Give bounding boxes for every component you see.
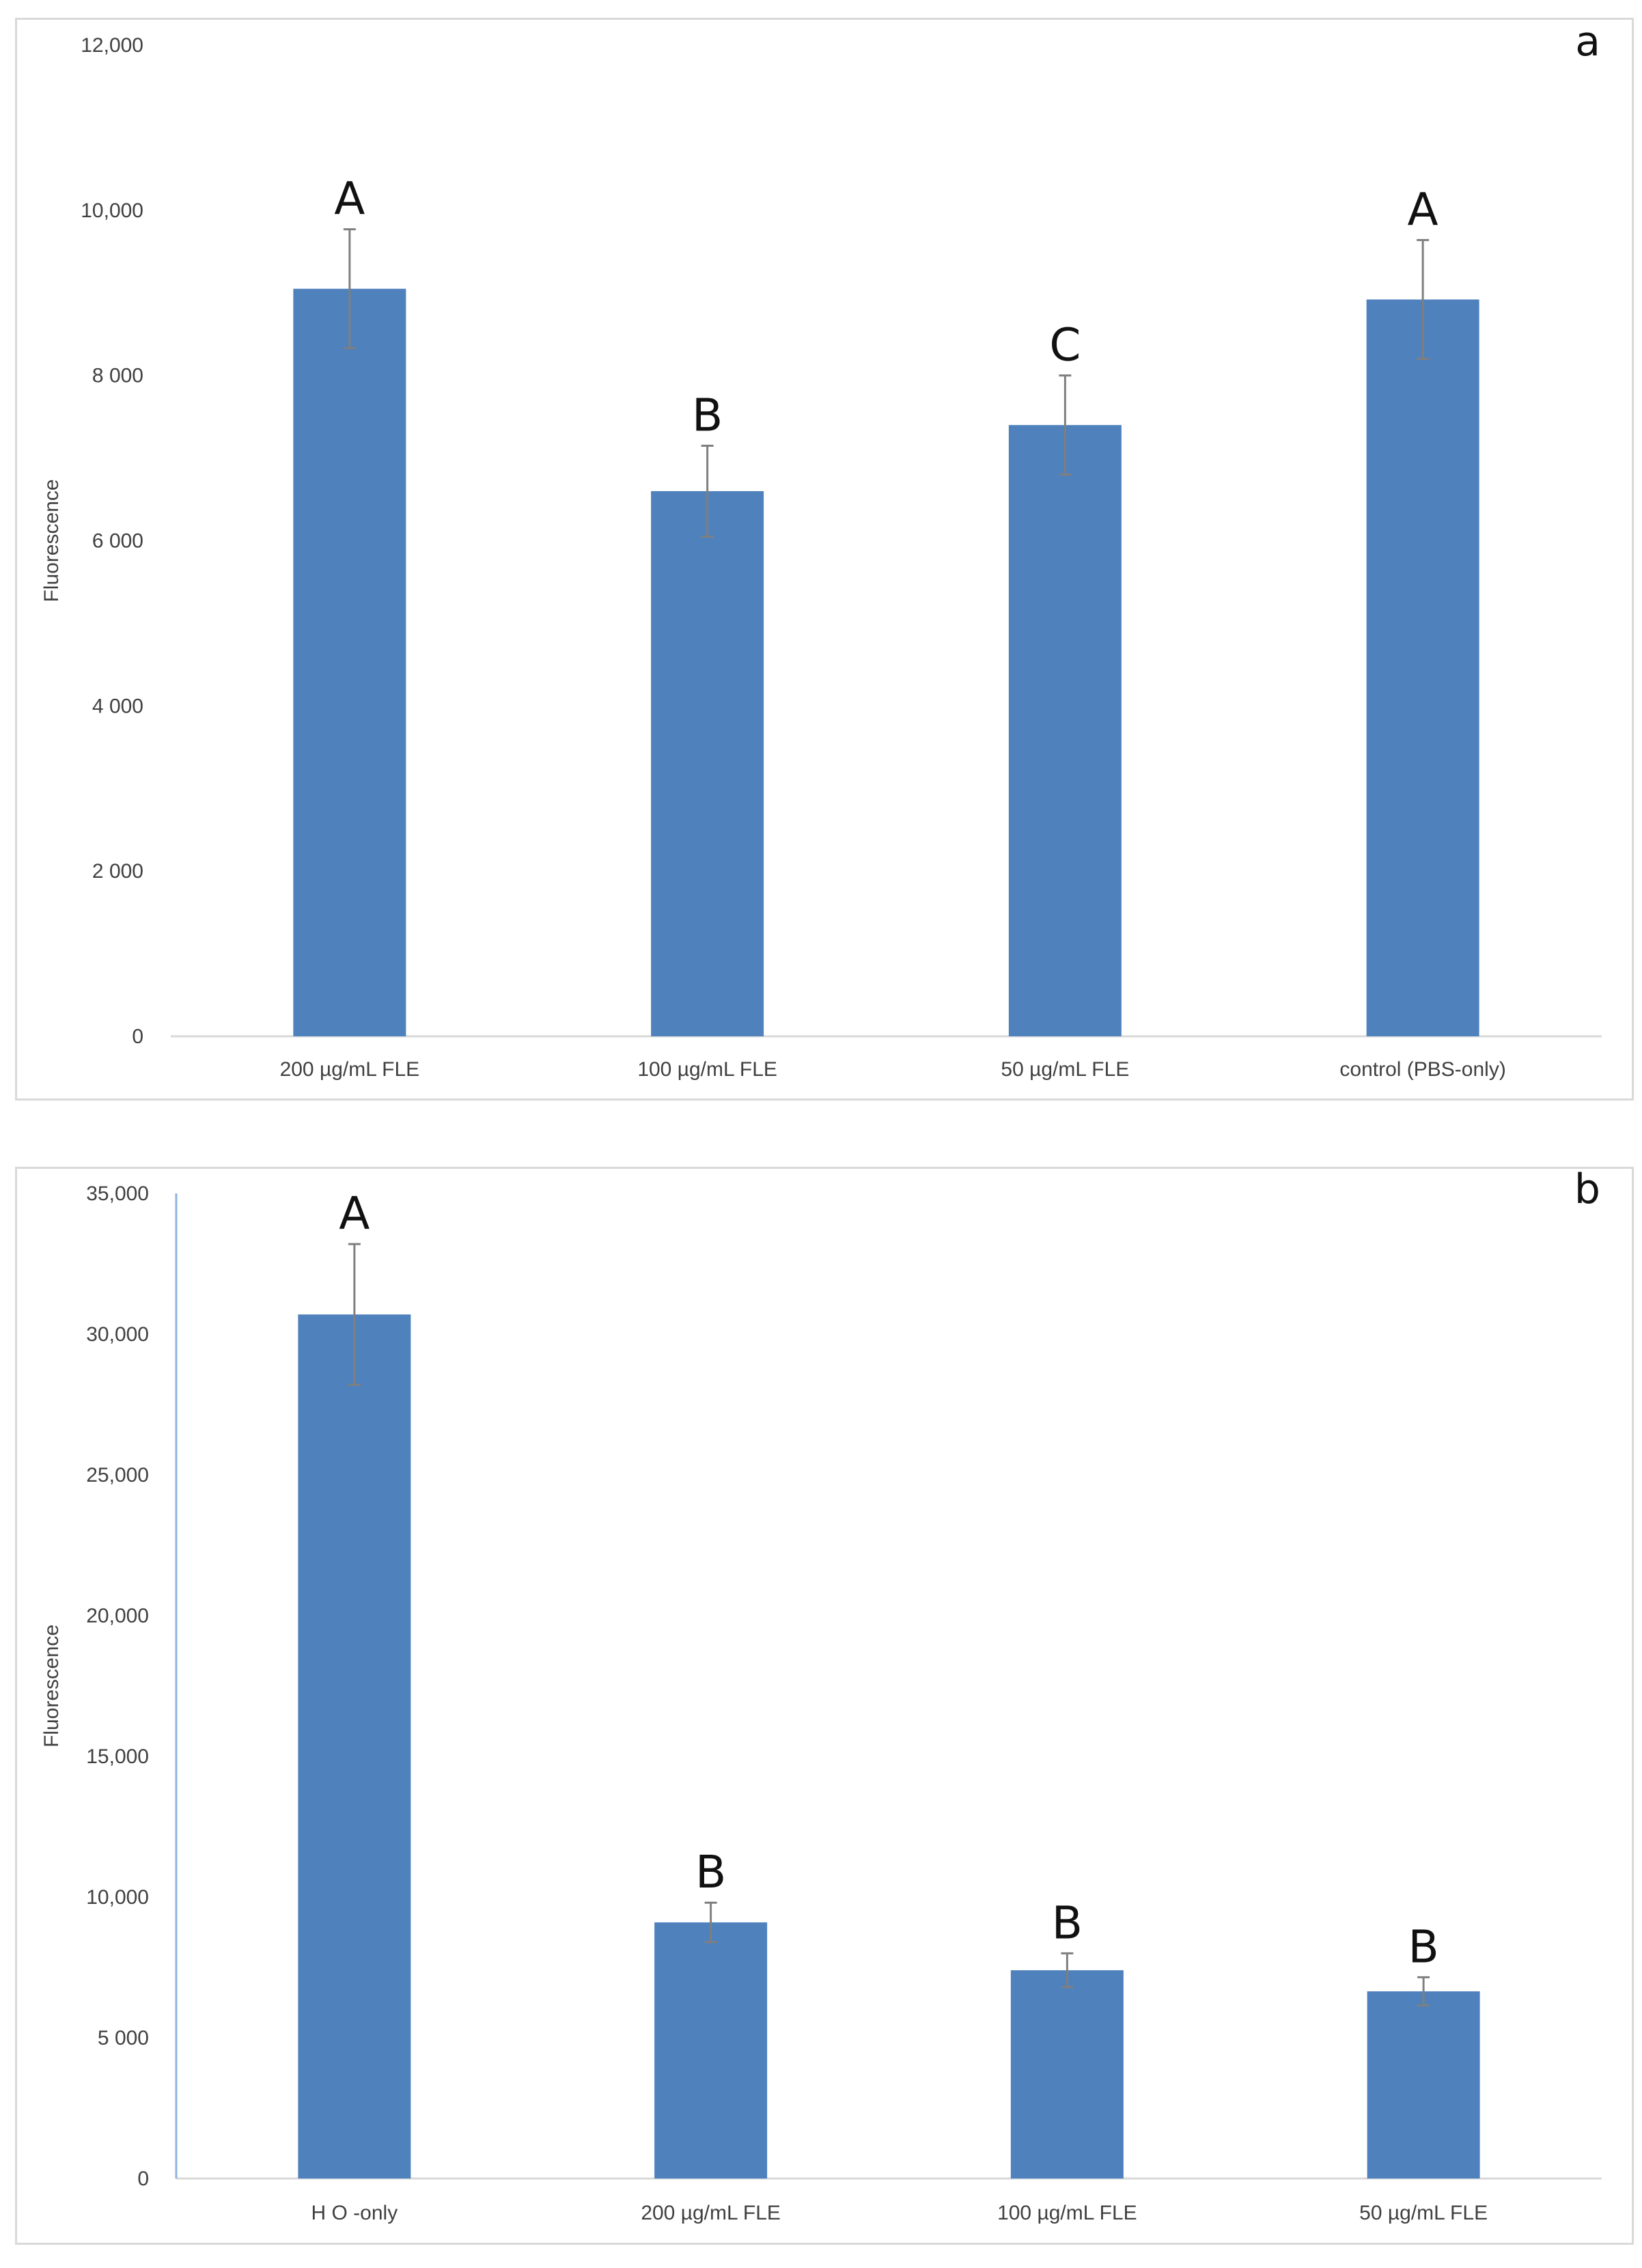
chart-a-bar xyxy=(1008,425,1122,1036)
chart-b-y-tick-label: 15,000 xyxy=(86,1745,149,1768)
chart-b-y-tick-label: 10,000 xyxy=(86,1886,149,1909)
chart-b-error-bar xyxy=(1417,1976,1430,2007)
chart-a-bar xyxy=(1366,299,1479,1036)
chart-a-significance-label: A xyxy=(334,173,365,225)
chart-a-category-label: control (PBS-only) xyxy=(1339,1058,1505,1081)
chart-a-y-tick-label: 12,000 xyxy=(81,34,143,57)
chart-a-svg: 0 2 000 4 000 6 000 8 000 10,000 12,000 Fluores… xyxy=(40,20,1602,1081)
chart-b-y-tick-label: 35,000 xyxy=(86,1183,149,1205)
chart-b-category-label: 100 µg/mL FLE xyxy=(997,2202,1137,2224)
chart-b-significance-label: B xyxy=(1052,1896,1083,1949)
chart-a-y-tick-label: 6 000 xyxy=(92,530,143,553)
chart-a-error-bar xyxy=(343,228,356,350)
chart-b-bar xyxy=(654,1922,768,2179)
chart-b-category-label: H O -only xyxy=(311,2202,398,2224)
chart-a-category-label: 200 µg/mL FLE xyxy=(280,1058,420,1081)
chart-a-error-bar xyxy=(701,444,714,538)
chart-a-bar xyxy=(651,490,764,1036)
chart-b-significance-label: A xyxy=(339,1187,370,1240)
chart-a-significance-label: C xyxy=(1049,319,1081,372)
chart-a-category-label: 100 µg/mL FLE xyxy=(637,1058,777,1081)
chart-b-category-label: 200 µg/mL FLE xyxy=(641,2202,781,2224)
chart-a-y-tick-label: 4 000 xyxy=(92,695,143,717)
chart-b-error-bar xyxy=(348,1243,361,1386)
chart-b-bar xyxy=(298,1314,411,2179)
chart-b-y-tick-label: 30,000 xyxy=(86,1323,149,1346)
chart-b-y-tick-label: 20,000 xyxy=(86,1605,149,1627)
chart-a-error-bar xyxy=(1417,238,1430,360)
chart-b-bar xyxy=(1367,1991,1480,2179)
chart-a-panel-label: a xyxy=(1575,20,1600,66)
chart-b-error-bar xyxy=(704,1901,717,1944)
chart-b-panel-label: b xyxy=(1574,1169,1600,1213)
chart-panel-b: 0 5 000 10,000 15,000 20,000 25,000 30,000 35,0… xyxy=(15,1167,1634,2245)
chart-b-y-axis-title: Fluorescence xyxy=(40,1624,63,1747)
chart-b-y-tick-label: 0 xyxy=(137,2168,149,2190)
chart-b-significance-label: B xyxy=(695,1846,726,1898)
chart-a-category-label: 50 µg/mL FLE xyxy=(1001,1058,1129,1081)
chart-a-significance-label: A xyxy=(1408,183,1438,236)
chart-b-y-tick-label: 5 000 xyxy=(98,2027,149,2049)
chart-b-error-bar xyxy=(1061,1952,1074,1989)
chart-b-y-tick-label: 25,000 xyxy=(86,1464,149,1486)
chart-panel-a: 0 2 000 4 000 6 000 8 000 10,000 12,000 Fluores… xyxy=(15,18,1634,1101)
chart-b-significance-label: B xyxy=(1408,1920,1438,1973)
chart-a-error-bar xyxy=(1059,374,1072,476)
chart-a-y-tick-label: 10,000 xyxy=(81,199,143,222)
chart-b-svg: 0 5 000 10,000 15,000 20,000 25,000 30,000 35,0… xyxy=(40,1169,1602,2224)
chart-b-category-label: 50 µg/mL FLE xyxy=(1359,2202,1488,2224)
chart-a-y-axis-title: Fluorescence xyxy=(40,479,63,602)
chart-a-bar xyxy=(293,288,406,1037)
chart-a-y-tick-label: 8 000 xyxy=(92,365,143,387)
chart-a-significance-label: B xyxy=(692,389,723,441)
chart-b-bar xyxy=(1010,1970,1124,2179)
chart-a-y-tick-label: 0 xyxy=(132,1025,143,1048)
chart-a-y-tick-label: 2 000 xyxy=(92,860,143,883)
